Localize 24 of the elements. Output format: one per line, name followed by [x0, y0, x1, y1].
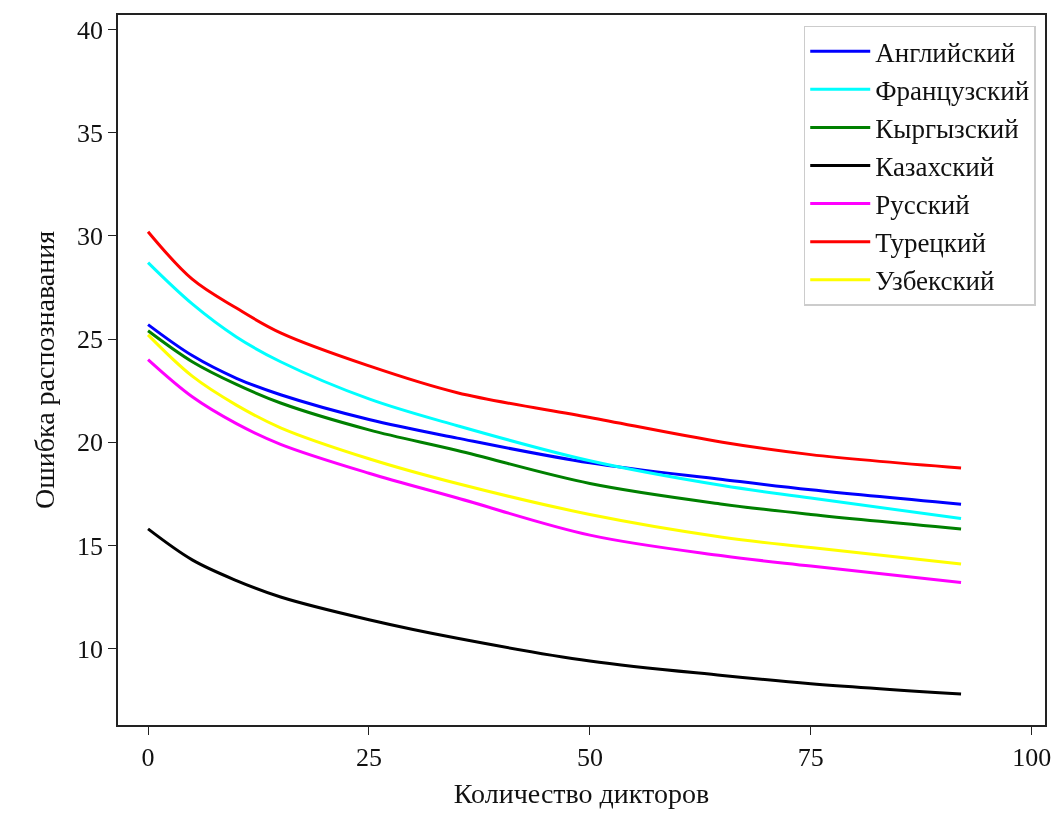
- legend-label: Английский: [875, 37, 1016, 68]
- line-series: [146, 527, 963, 696]
- y-tick-label: 30: [77, 221, 104, 251]
- x-tick-label: 75: [797, 742, 824, 772]
- line-series: [146, 358, 963, 585]
- legend-label: Узбекский: [875, 266, 995, 297]
- y-tick-label: 35: [77, 118, 104, 148]
- y-tick-label: 40: [77, 15, 104, 45]
- y-axis-title: Ошибка распознавания: [29, 230, 61, 510]
- x-tick-label: 100: [1012, 742, 1052, 772]
- legend-label: Русский: [875, 190, 970, 221]
- y-tick-label: 10: [77, 634, 104, 664]
- x-tick-label: 0: [141, 742, 155, 772]
- legend-label: Турецкий: [875, 228, 986, 259]
- x-axis-title: Количество дикторов: [453, 777, 710, 809]
- x-tick-label: 50: [576, 742, 603, 772]
- y-tick-label: 25: [77, 325, 104, 355]
- legend-label: Казахский: [875, 152, 995, 183]
- x-tick-label: 25: [355, 742, 382, 772]
- legend-label: Кыргызский: [875, 113, 1019, 144]
- y-tick-label: 15: [77, 531, 104, 561]
- legend-label: Французский: [875, 75, 1030, 106]
- y-tick-label: 20: [77, 428, 104, 458]
- line-series: [146, 333, 963, 566]
